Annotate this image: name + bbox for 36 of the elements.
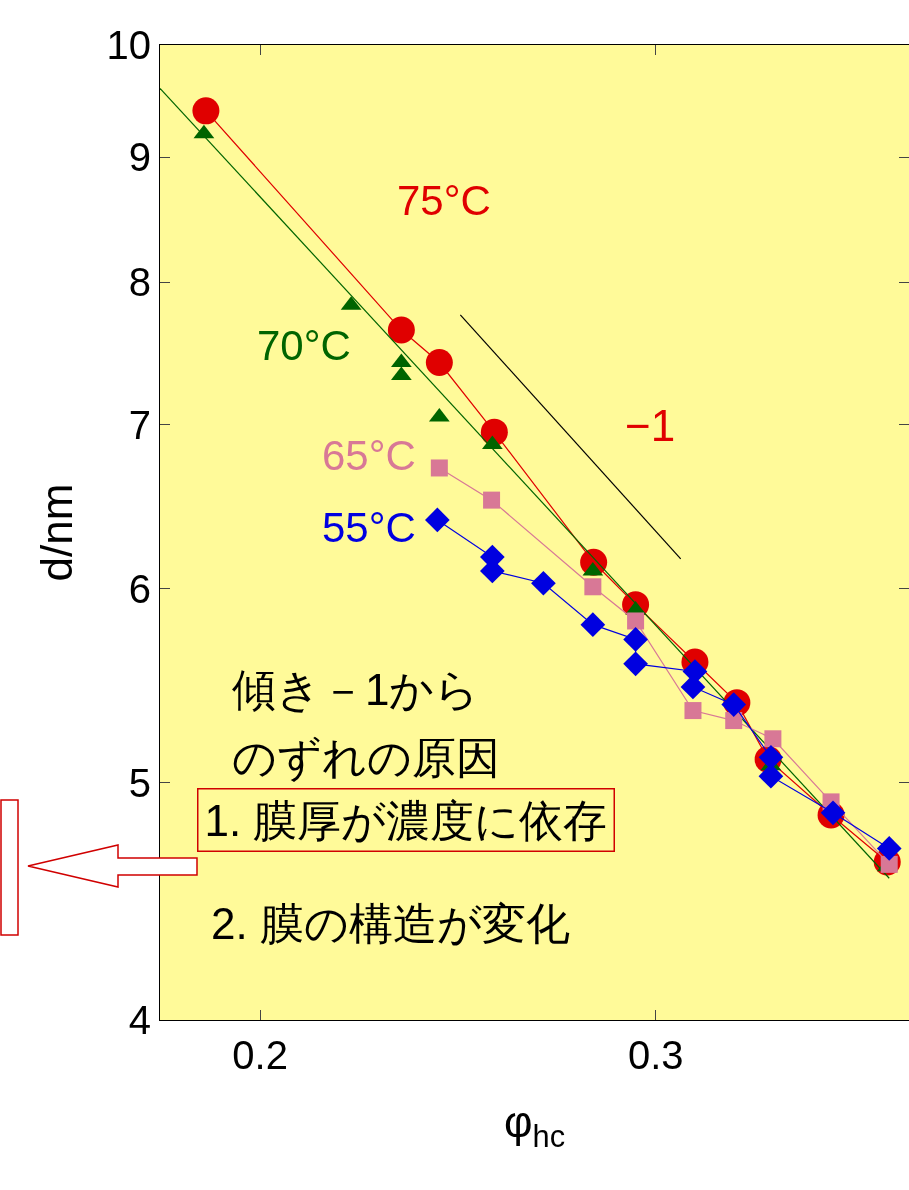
x-tick-label: 0.3	[627, 1033, 684, 1077]
y-tick-label: 5	[128, 760, 151, 805]
point	[425, 349, 453, 377]
annotation: 傾き－1から	[232, 665, 480, 714]
y-tick-label: 4	[128, 998, 151, 1042]
y-tick-label: 9	[128, 135, 151, 180]
point	[430, 459, 448, 477]
annotation: 1. 膜厚が濃度に依存	[204, 795, 608, 845]
point	[623, 651, 648, 677]
point	[684, 702, 702, 720]
y-tick-label: 10	[106, 23, 151, 67]
series-label: 75°C	[397, 177, 491, 224]
annotation: 2. 膜の構造が変化	[211, 899, 570, 948]
point	[387, 316, 415, 344]
point	[580, 612, 606, 637]
point	[623, 627, 648, 652]
point	[627, 612, 645, 630]
point	[425, 507, 450, 533]
point	[876, 836, 902, 861]
y-tick-label: 6	[128, 566, 151, 611]
point	[192, 97, 220, 125]
point	[584, 578, 602, 596]
series-label: 65°C	[322, 432, 416, 479]
annotation: −1	[625, 401, 676, 450]
y-tick-label: 8	[128, 260, 151, 305]
point	[764, 730, 782, 748]
point	[483, 491, 501, 509]
y-tick-label: 7	[128, 402, 151, 447]
point	[758, 763, 784, 789]
x-axis-title: φ$_{hc}$	[503, 1097, 566, 1154]
series-label: 70°C	[257, 322, 351, 369]
point	[531, 570, 556, 596]
y-axis-title: d/nm	[31, 483, 81, 582]
series-label: 55°C	[322, 504, 416, 551]
x-tick-label: 0.2	[232, 1033, 288, 1077]
annotation: のずれの原因	[232, 733, 500, 783]
